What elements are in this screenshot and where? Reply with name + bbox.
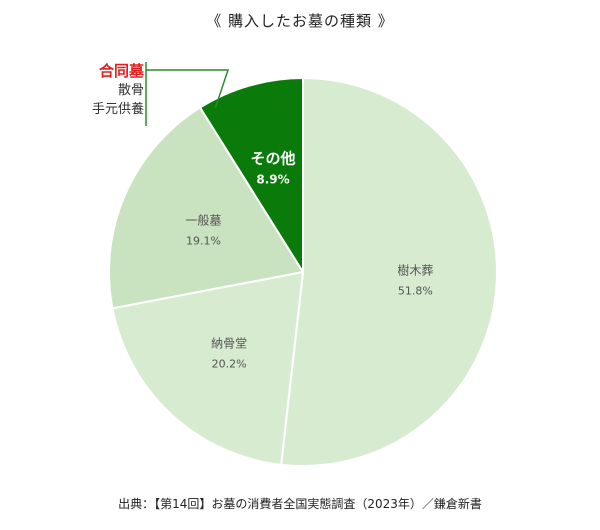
slice-value-tree-burial: 51.8% [398,284,433,297]
pie-slice-general-grave [108,106,305,310]
pie-slice-columbarium [111,270,305,466]
callout-item-home-memorial: 手元供養 [91,102,144,117]
slice-value-columbarium: 20.2% [212,358,247,371]
slice-label-columbarium: 納骨堂 [211,337,247,351]
slice-label-tree-burial: 樹木葬 [397,263,433,277]
pie-slice-other [198,76,304,276]
pie-slice-tree-burial [279,76,498,467]
slice-value-other: 8.9% [256,173,289,187]
chart-title: 《 購入したお墓の種類 》 [206,12,394,30]
source-note: 出典：【第14回】お墓の消費者全国実態調査（2023年）／鎌倉新書 [118,497,482,511]
callout-title: 合同墓 [98,62,144,80]
pie-slices [108,76,498,467]
callout-box: 合同墓 散骨 手元供養 [64,62,144,119]
slice-label-general-grave: 一般墓 [185,213,221,228]
slice-label-other: その他 [251,150,296,168]
callout-item-scattering: 散骨 [117,83,144,98]
pie-labels: 樹木葬 51.8% 納骨堂 20.2% 一般墓 19.1% その他 8.9% [185,150,433,371]
callout-leader-line [146,69,230,108]
slice-value-general-grave: 19.1% [186,235,221,248]
callout-connector [145,62,230,126]
